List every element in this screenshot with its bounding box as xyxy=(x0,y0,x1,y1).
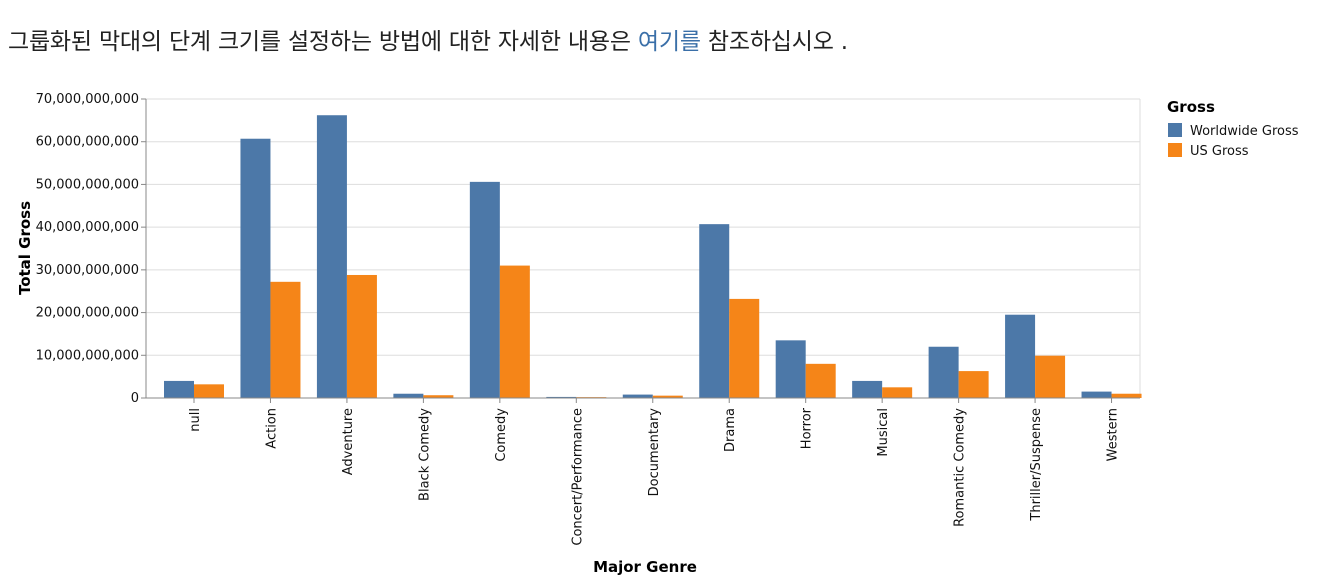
y-tick-label: 10,000,000,000 xyxy=(36,348,139,363)
bar-worldwide-10 xyxy=(928,346,959,398)
legend: Gross Worldwide Gross US Gross xyxy=(1167,98,1299,159)
x-tick-label: Black Comedy xyxy=(417,408,432,501)
bars xyxy=(164,115,1142,398)
intro-text: 그룹화된 막대의 단계 크기를 설정하는 방법에 대한 자세한 내용은 여기를 … xyxy=(8,22,848,56)
bar-us-7 xyxy=(729,298,760,398)
y-axis-title: Total Gross xyxy=(16,201,34,295)
x-tick-label: Comedy xyxy=(494,408,509,462)
y-tick-label: 0 xyxy=(131,391,139,406)
bar-worldwide-8 xyxy=(775,340,806,398)
y-tick-label: 70,000,000,000 xyxy=(36,92,139,107)
bar-us-6 xyxy=(652,395,683,398)
x-tick-label: null xyxy=(188,408,203,432)
x-axis: null Action Adventure Black Comedy Comedy Con… xyxy=(146,397,1140,546)
legend-swatch xyxy=(1168,143,1182,157)
y-tick-label: 30,000,000,000 xyxy=(36,263,139,278)
bar-us-8 xyxy=(805,363,836,398)
intro-text-after: 참조하십시오 . xyxy=(700,29,848,55)
bar-worldwide-7 xyxy=(699,224,730,398)
bar-us-1 xyxy=(270,281,301,398)
legend-swatch xyxy=(1168,123,1182,137)
x-tick-label: Romantic Comedy xyxy=(953,408,968,527)
legend-label: Worldwide Gross xyxy=(1190,124,1299,139)
x-tick-label: Concert/Performance xyxy=(570,408,585,546)
legend-title: Gross xyxy=(1167,98,1215,116)
y-tick-label: 60,000,000,000 xyxy=(36,135,139,150)
bar-worldwide-6 xyxy=(622,394,653,398)
bar-worldwide-4 xyxy=(469,181,500,398)
y-tick-label: 40,000,000,000 xyxy=(36,220,139,235)
intro-text-before: 그룹화된 막대의 단계 크기를 설정하는 방법에 대한 자세한 내용은 xyxy=(8,29,638,55)
x-tick-label: Thriller/Suspense xyxy=(1029,408,1044,522)
bar-worldwide-11 xyxy=(1005,314,1036,398)
bar-us-4 xyxy=(499,265,530,398)
bar-worldwide-0 xyxy=(164,380,194,398)
x-tick-label: Horror xyxy=(800,407,815,449)
bar-worldwide-1 xyxy=(240,138,271,398)
x-axis-title: Major Genre xyxy=(593,558,697,576)
bar-worldwide-12 xyxy=(1081,391,1112,398)
x-tick-label: Documentary xyxy=(647,408,662,497)
x-tick-label: Action xyxy=(264,408,279,449)
legend-label: US Gross xyxy=(1190,144,1249,159)
x-tick-label: Western xyxy=(1106,408,1121,461)
bar-us-9 xyxy=(882,387,913,398)
bar-us-2 xyxy=(346,274,377,398)
bar-us-12 xyxy=(1111,393,1142,398)
here-link[interactable]: 여기를 xyxy=(637,29,701,55)
bar-us-0 xyxy=(194,384,224,398)
x-tick-label: Drama xyxy=(723,408,738,452)
x-tick-label: Adventure xyxy=(341,408,356,475)
bar-us-10 xyxy=(958,371,989,398)
y-tick-label: 50,000,000,000 xyxy=(36,177,139,192)
x-tick-label: Musical xyxy=(876,408,891,457)
bar-worldwide-9 xyxy=(852,380,883,398)
bar-worldwide-3 xyxy=(393,393,424,398)
bar-worldwide-5 xyxy=(546,396,577,398)
bar-worldwide-2 xyxy=(316,115,347,398)
bar-us-11 xyxy=(1035,355,1066,398)
y-tick-label: 20,000,000,000 xyxy=(36,306,139,321)
y-axis: 0 10,000,000,000 20,000,000,000 30,000,000,… xyxy=(36,92,147,406)
bar-us-3 xyxy=(423,395,454,398)
